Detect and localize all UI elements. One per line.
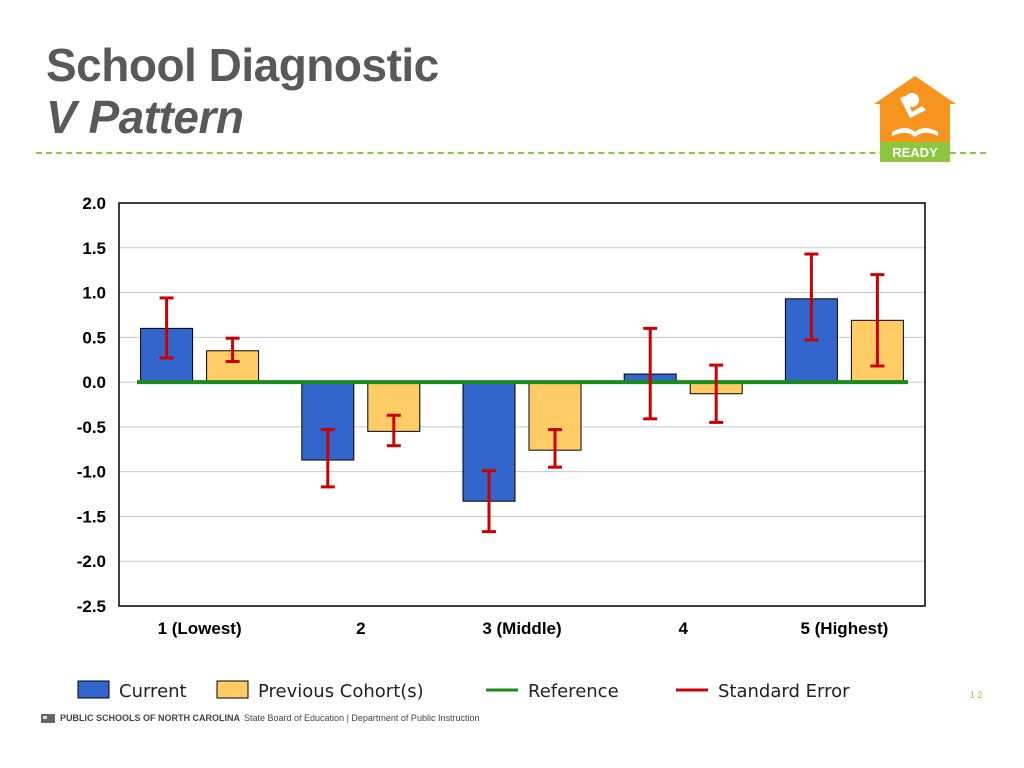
title-line-2: V Pattern [46,91,244,143]
x-tick-label: 1 (Lowest) [158,619,242,638]
bars-layer [140,298,904,502]
grid-layer [119,247,925,562]
legend: Current Previous Cohort(s) Reference Sta… [77,680,850,702]
footer-text: State Board of Education | Department of… [244,713,480,723]
x-tick-label: 4 [678,619,688,638]
legend-swatch-current [77,680,110,699]
page-number: 1 2 [970,690,983,700]
y-tick-label: 0.0 [82,373,106,392]
y-tick-label: -2.0 [77,552,106,571]
x-tick-label: 3 (Middle) [482,619,561,638]
legend-label-error: Standard Error [718,681,850,702]
legend-label-current: Current [119,681,187,702]
footer: PUBLIC SCHOOLS OF NORTH CAROLINA State B… [40,712,479,724]
y-tick-label: 1.5 [82,239,106,258]
plot-frame [118,202,926,607]
y-tick-label: -2.5 [77,597,106,616]
legend-swatch-previous [216,680,249,699]
y-tick-label: 0.5 [82,328,106,347]
legend-label-reference: Reference [528,681,619,702]
x-tick-labels: 1 (Lowest) 2 3 (Middle) 4 5 (Highest) [158,619,889,638]
y-tick-label: -1.5 [77,507,106,526]
nc-seal-icon [41,714,55,723]
x-tick-label: 2 [356,619,365,638]
title-line-1: School Diagnostic [46,39,439,91]
footer-brand: PUBLIC SCHOOLS OF NORTH CAROLINA [60,713,240,723]
slide-title: School Diagnostic V Pattern [46,38,439,142]
y-tick-labels: 2.0 1.5 1.0 0.5 0.0 -0.5 -1.0 -1.5 -2.0 -2.5 [77,194,106,616]
error-bars-layer [159,252,885,534]
y-tick-label: 1.0 [82,284,106,303]
y-tick-label: -0.5 [77,418,106,437]
ready-logo: READY [874,76,956,162]
y-tick-label: 2.0 [82,194,106,213]
y-tick-label: -1.0 [77,463,106,482]
legend-label-previous: Previous Cohort(s) [258,681,424,702]
x-tick-label: 5 (Highest) [800,619,888,638]
title-divider [36,152,986,154]
logo-text: READY [892,145,938,160]
